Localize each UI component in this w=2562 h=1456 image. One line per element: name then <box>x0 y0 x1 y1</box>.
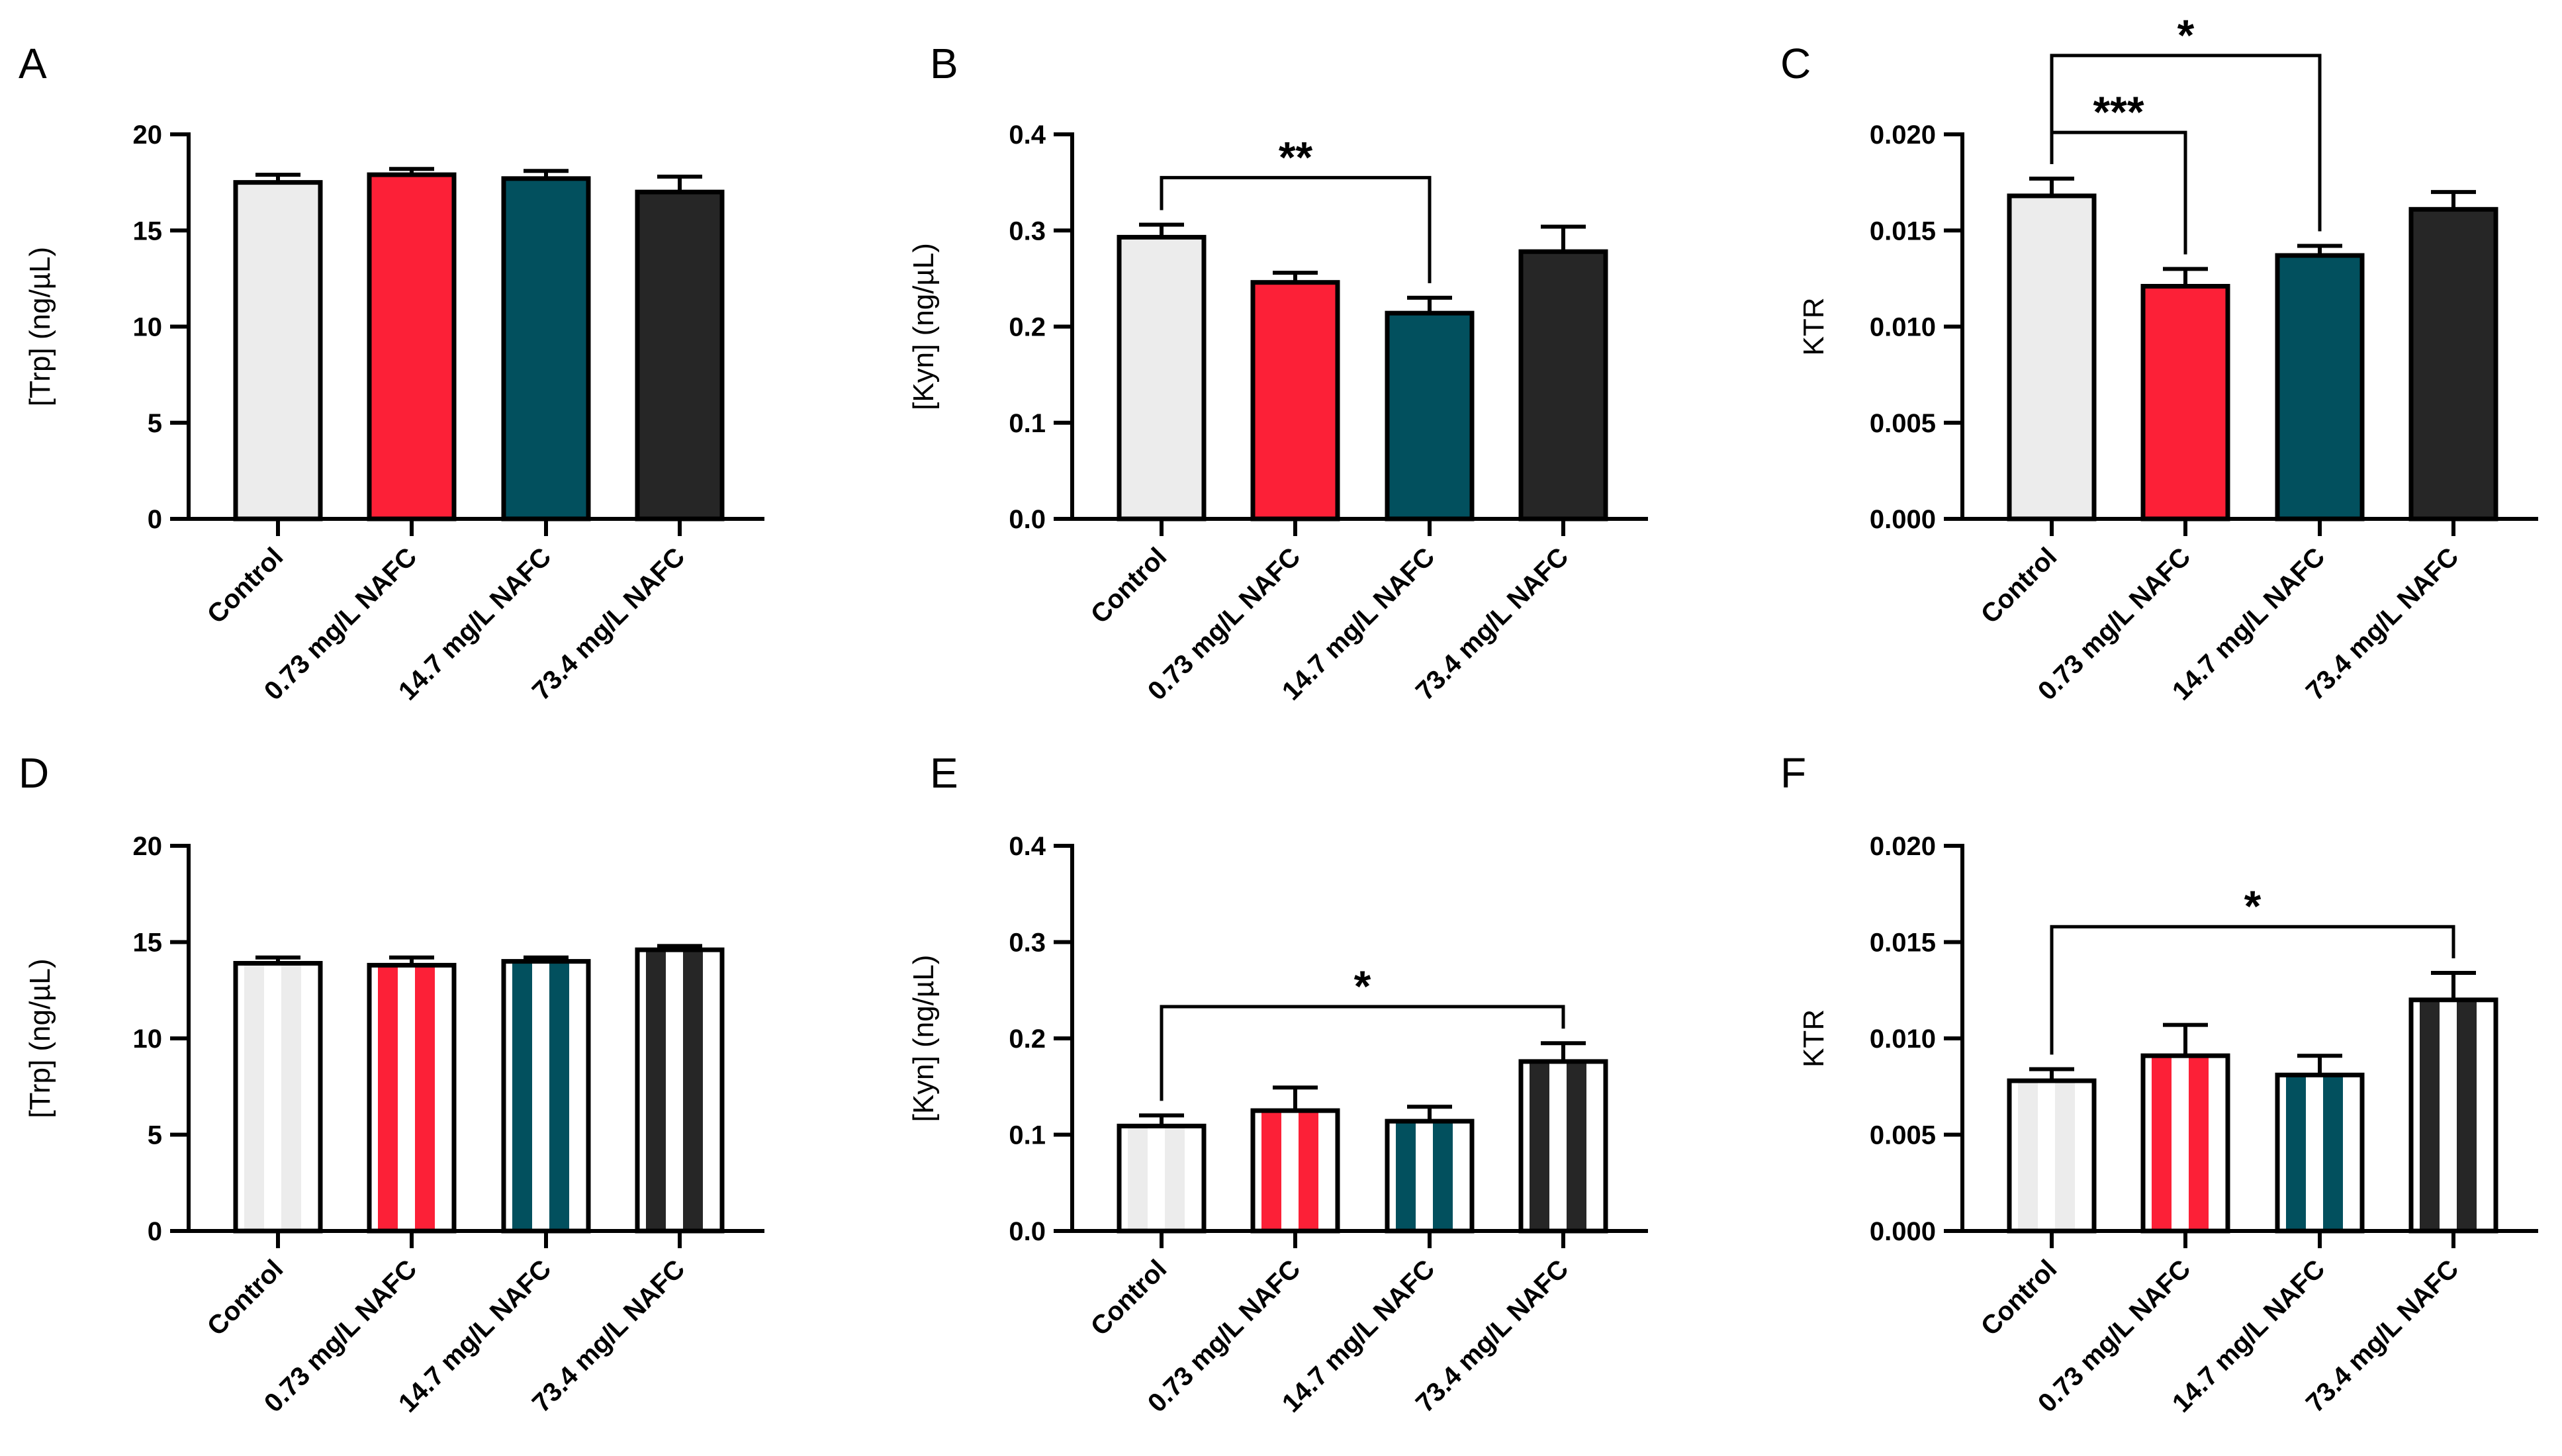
x-tick-label: Control <box>1976 542 2063 629</box>
bar <box>1518 1059 1608 1234</box>
y-tick-label: 0.3 <box>1009 216 1046 246</box>
y-tick-label: 0.4 <box>1009 832 1046 861</box>
panel-label: C <box>1780 40 1811 87</box>
y-tick-label: 5 <box>148 1121 162 1150</box>
significance-bracket <box>2050 925 2455 1055</box>
panel-e: E[Kyn] (ng/µL)0.00.10.20.30.4Control0.73… <box>907 749 1648 1418</box>
panel-label: F <box>1780 749 1806 797</box>
x-tick-label: Control <box>1085 542 1173 629</box>
y-tick-label: 0.010 <box>1870 1024 1936 1054</box>
bar <box>1117 234 1207 522</box>
y-tick-label: 10 <box>133 1024 163 1054</box>
bar <box>635 947 725 1234</box>
panel-label: A <box>19 40 47 87</box>
y-tick-label: 20 <box>133 832 163 861</box>
bar <box>501 959 591 1234</box>
significance-label: ** <box>1279 132 1313 181</box>
y-tick-label: 0.015 <box>1870 929 1936 958</box>
y-tick-label: 20 <box>133 120 163 150</box>
bar <box>635 189 725 522</box>
y-tick-label: 0.2 <box>1009 313 1046 342</box>
y-axis-label: KTR <box>1798 1009 1830 1068</box>
significance-bracket <box>1160 1005 1565 1101</box>
y-tick-label: 0.1 <box>1009 1121 1046 1150</box>
bar <box>2140 1053 2230 1234</box>
significance-label: * <box>1354 962 1371 1011</box>
x-tick-label: Control <box>202 1254 289 1342</box>
significance-label: *** <box>2093 87 2144 136</box>
significance-bracket <box>2050 54 2322 232</box>
y-tick-label: 0.015 <box>1870 216 1936 246</box>
bar <box>2408 997 2498 1234</box>
bar <box>2140 283 2230 522</box>
y-axis-label: KTR <box>1798 298 1830 356</box>
y-tick-label: 0.000 <box>1870 505 1936 534</box>
bar <box>367 172 457 522</box>
panel-label: E <box>930 749 958 797</box>
y-axis-label: [Kyn] (ng/µL) <box>907 243 940 410</box>
y-tick-label: 0.0 <box>1009 1217 1046 1246</box>
panel-c: CKTR0.0000.0050.0100.0150.020Control0.73… <box>1780 11 2538 706</box>
x-tick-label: Control <box>1085 1254 1173 1342</box>
y-axis-label: [Trp] (ng/µL) <box>24 958 56 1118</box>
y-tick-label: 0.005 <box>1870 409 1936 438</box>
x-tick-label: Control <box>1976 1254 2063 1342</box>
bar <box>233 180 323 522</box>
bar <box>1385 310 1475 522</box>
bar <box>1250 1108 1340 1234</box>
y-tick-label: 10 <box>133 313 163 342</box>
x-tick-label: Control <box>202 542 289 629</box>
bar <box>2007 1078 2097 1234</box>
panel-label: B <box>930 40 958 87</box>
significance-bracket <box>1160 175 1432 283</box>
bar <box>1117 1123 1207 1234</box>
bar <box>2408 206 2498 522</box>
y-axis-label: [Trp] (ng/µL) <box>24 247 56 406</box>
y-tick-label: 0.020 <box>1870 120 1936 150</box>
y-axis-label: [Kyn] (ng/µL) <box>907 955 940 1122</box>
y-tick-label: 0.3 <box>1009 929 1046 958</box>
significance-label: * <box>2177 11 2195 60</box>
bar <box>367 962 457 1234</box>
panel-f: FKTR0.0000.0050.0100.0150.020Control0.73… <box>1780 749 2538 1418</box>
bar <box>2007 193 2097 522</box>
y-tick-label: 5 <box>148 409 162 438</box>
y-tick-label: 0.000 <box>1870 1217 1936 1246</box>
bar <box>2275 253 2365 522</box>
y-tick-label: 0.005 <box>1870 1121 1936 1150</box>
y-tick-label: 0 <box>148 1217 162 1246</box>
bar <box>1385 1118 1475 1234</box>
y-tick-label: 0 <box>148 505 162 534</box>
y-tick-label: 15 <box>133 216 163 246</box>
bar <box>233 961 323 1234</box>
significance-label: * <box>2244 882 2262 931</box>
y-tick-label: 0.010 <box>1870 313 1936 342</box>
bar <box>1250 280 1340 522</box>
bar <box>1518 249 1608 522</box>
panel-b: B[Kyn] (ng/µL)0.00.10.20.30.4Control0.73… <box>907 40 1648 706</box>
bar <box>2275 1072 2365 1234</box>
bar <box>501 176 591 522</box>
y-tick-label: 0.020 <box>1870 832 1936 861</box>
y-tick-label: 0.1 <box>1009 409 1046 438</box>
y-tick-label: 0.0 <box>1009 505 1046 534</box>
y-tick-label: 0.4 <box>1009 120 1046 150</box>
y-tick-label: 15 <box>133 929 163 958</box>
y-tick-label: 0.2 <box>1009 1024 1046 1054</box>
panel-label: D <box>19 749 49 797</box>
